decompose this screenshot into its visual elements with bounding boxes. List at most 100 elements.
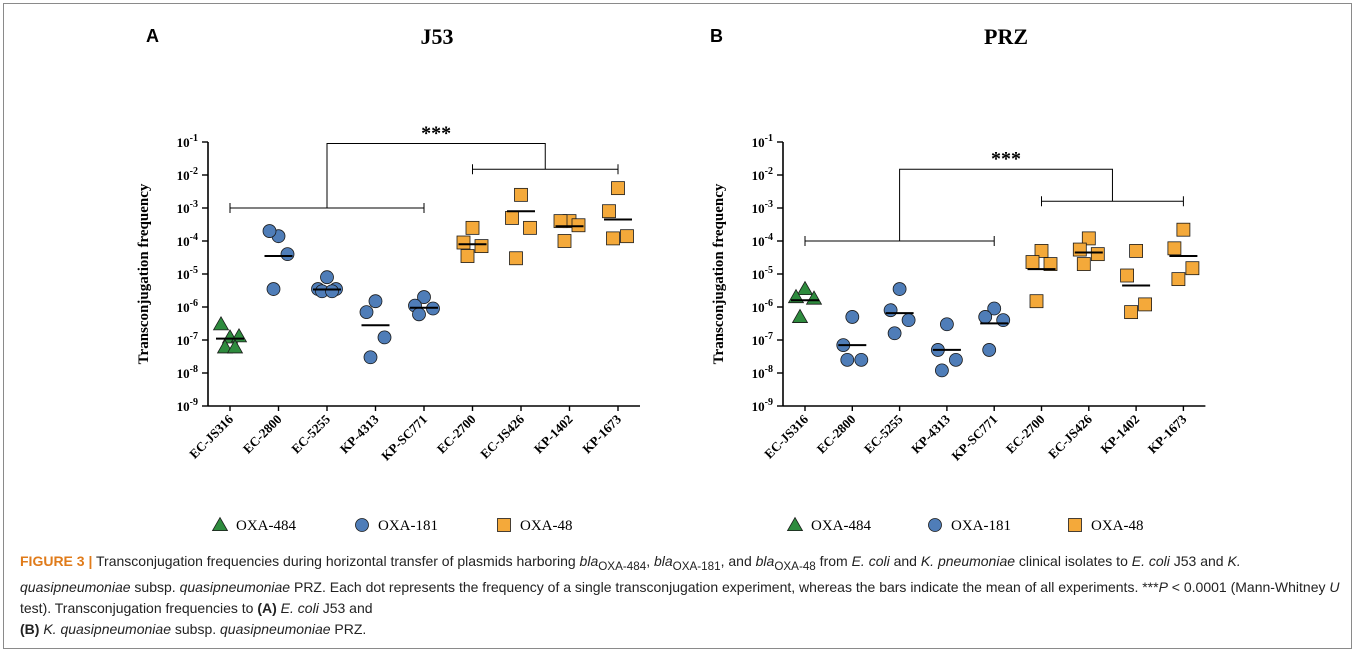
legend-marker-triangle bbox=[786, 516, 804, 532]
data-point bbox=[845, 310, 860, 324]
legend-label: OXA-48 bbox=[520, 518, 573, 534]
caption-text: from bbox=[815, 553, 852, 569]
data-point bbox=[509, 251, 523, 266]
legend-label: OXA-181 bbox=[378, 518, 438, 534]
caption-gene-sub: OXA-181 bbox=[672, 559, 721, 573]
figure-caption: FIGURE 3 | Transconjugation frequencies … bbox=[20, 551, 1340, 640]
y-tick-label: 10-6 bbox=[177, 298, 198, 315]
caption-text: , bbox=[646, 553, 654, 569]
data-point bbox=[883, 303, 898, 318]
data-point bbox=[887, 326, 902, 341]
chart-panel-a: A J53 Transconjugation frequency 10-9 10-8 10… bbox=[136, 24, 640, 534]
data-point bbox=[606, 231, 620, 246]
data-point bbox=[1025, 255, 1040, 269]
data-point bbox=[1124, 305, 1138, 320]
y-tick-label: 10-7 bbox=[752, 331, 773, 348]
x-tick-label: EC-JS316 bbox=[186, 411, 236, 461]
data-point bbox=[523, 220, 537, 235]
data-point bbox=[1029, 294, 1044, 309]
caption-gene-sub: OXA-48 bbox=[774, 559, 816, 573]
y-axis-label: Transconjugation frequency bbox=[136, 183, 152, 364]
y-tick-label: 10-5 bbox=[177, 265, 198, 282]
y-tick-label: 10-7 bbox=[177, 331, 198, 348]
x-tick-label: KP-SC771 bbox=[378, 412, 430, 464]
x-tick-label: EC-2700 bbox=[1003, 412, 1048, 457]
caption-stat: P bbox=[1158, 578, 1168, 595]
x-tick-label: EC-JS426 bbox=[477, 411, 527, 461]
caption-gene-sub: OXA-484 bbox=[598, 559, 647, 573]
data-point bbox=[359, 305, 374, 320]
caption-gene: bla bbox=[653, 553, 673, 569]
caption-figure-label: FIGURE 3 | bbox=[20, 553, 93, 569]
bracket-top bbox=[326, 143, 546, 208]
panel-letter: B bbox=[710, 26, 723, 46]
data-point bbox=[266, 282, 281, 296]
legend-marker-square bbox=[497, 518, 511, 532]
data-point bbox=[611, 181, 625, 196]
x-tick-label: EC-2700 bbox=[434, 412, 479, 457]
caption-text: PRZ. Each dot represents the frequency o… bbox=[290, 578, 1159, 595]
y-tick-label: 10-1 bbox=[752, 133, 773, 150]
legend: OXA-484 OXA-181 OXA-48 bbox=[211, 516, 573, 534]
caption-ref-a: (A) bbox=[257, 599, 277, 616]
data-point bbox=[557, 234, 572, 248]
data-point bbox=[935, 363, 949, 378]
data-point bbox=[987, 301, 1002, 316]
y-axis-label: Transconjugation frequency bbox=[711, 183, 727, 364]
caption-text: subsp. bbox=[130, 578, 180, 595]
y-tick-label: 10-8 bbox=[752, 364, 773, 381]
data-point bbox=[212, 315, 230, 331]
data-point bbox=[280, 247, 295, 262]
data-point bbox=[602, 204, 616, 219]
legend-marker-triangle bbox=[211, 516, 229, 532]
y-tick-label: 10-4 bbox=[177, 232, 198, 249]
data-point bbox=[949, 352, 963, 367]
data-point bbox=[1129, 244, 1143, 258]
chart-panel-b: B PRZ Transconjugation frequency 10-9 10-8 10… bbox=[710, 24, 1206, 534]
caption-species: quasipneumoniae bbox=[179, 578, 291, 595]
data-point bbox=[940, 317, 954, 332]
legend-marker-square bbox=[1068, 518, 1082, 532]
data-point bbox=[474, 239, 489, 254]
x-tick-label: EC-2800 bbox=[814, 412, 859, 457]
y-tick-label: 10-8 bbox=[177, 364, 198, 381]
caption-gene: bla bbox=[755, 553, 775, 569]
data-point bbox=[1176, 222, 1191, 237]
y-tick-label: 10-5 bbox=[752, 265, 773, 282]
caption-stat: U bbox=[1329, 578, 1340, 595]
caption-gene: bla bbox=[579, 553, 599, 569]
y-tick-label: 10-3 bbox=[177, 199, 198, 216]
data-point bbox=[901, 313, 916, 328]
data-point bbox=[796, 280, 814, 296]
data-point bbox=[1185, 261, 1200, 276]
data-point bbox=[262, 224, 277, 238]
caption-text: J53 and bbox=[1169, 553, 1228, 569]
data-point bbox=[1043, 257, 1058, 271]
data-point bbox=[1081, 231, 1096, 246]
x-tick-label: KP-4313 bbox=[337, 411, 382, 456]
x-tick-label: KP-1673 bbox=[1145, 411, 1190, 456]
data-point bbox=[417, 290, 431, 304]
data-point bbox=[1171, 272, 1186, 287]
legend-marker-circle bbox=[355, 518, 369, 532]
x-tick-label: KP-4313 bbox=[908, 411, 953, 456]
caption-species: E. coli bbox=[851, 553, 890, 569]
data-point bbox=[553, 214, 568, 229]
legend-label: OXA-48 bbox=[1091, 518, 1144, 534]
caption-text: test). Transconjugation frequencies to bbox=[20, 599, 258, 616]
data-point bbox=[1076, 257, 1091, 271]
data-point bbox=[620, 229, 634, 244]
y-tick-label: 10-9 bbox=[177, 397, 198, 414]
caption-species: K. quasipneumoniae bbox=[39, 620, 171, 637]
chart-title: PRZ bbox=[984, 24, 1028, 49]
legend-label: OXA-181 bbox=[951, 518, 1011, 534]
bracket-top bbox=[899, 168, 1113, 241]
caption-text: subsp. bbox=[170, 620, 221, 637]
data-point bbox=[320, 270, 334, 285]
significance-label: *** bbox=[421, 123, 451, 145]
y-tick-label: 10-2 bbox=[752, 166, 773, 183]
data-point bbox=[514, 187, 528, 202]
panel-letter: A bbox=[146, 26, 159, 46]
data-point bbox=[368, 294, 383, 309]
data-point bbox=[1072, 242, 1087, 257]
